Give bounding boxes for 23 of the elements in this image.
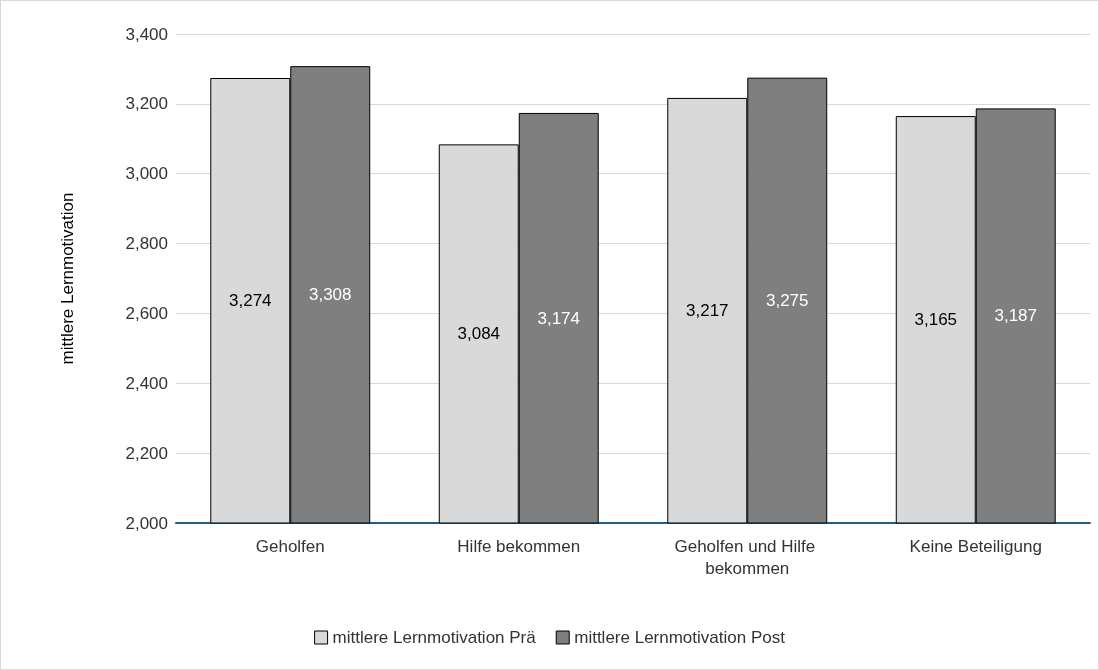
y-tick-label: 2,800 bbox=[125, 234, 168, 254]
y-tick-label: 2,000 bbox=[125, 513, 168, 533]
data-label: 3,187 bbox=[994, 306, 1038, 326]
y-tick-label: 3,400 bbox=[125, 24, 168, 44]
y-axis-title: mittlere Lernmotivation bbox=[58, 192, 77, 365]
y-tick-label: 3,200 bbox=[125, 94, 168, 114]
data-label: 3,165 bbox=[914, 310, 958, 330]
x-tick-label: Keine Beteiligung bbox=[909, 536, 1042, 556]
data-label: 3,217 bbox=[685, 301, 729, 321]
x-tick-label: Hilfe bekommen bbox=[457, 536, 581, 556]
legend-label: mittlere Lernmotivation Prä bbox=[332, 628, 537, 647]
x-tick-label: Geholfen bbox=[255, 536, 325, 556]
y-tick-label: 3,000 bbox=[125, 164, 168, 184]
y-tick-label: 2,600 bbox=[125, 303, 168, 323]
data-label: 3,274 bbox=[228, 291, 272, 311]
data-label: 3,174 bbox=[537, 308, 581, 328]
data-label: 3,084 bbox=[457, 324, 501, 344]
y-tick-label: 2,400 bbox=[125, 373, 168, 393]
y-tick-label: 2,200 bbox=[125, 443, 168, 463]
data-label: 3,275 bbox=[765, 291, 809, 311]
x-tick-label: Geholfen und Hilfe bekommen bbox=[674, 536, 821, 578]
data-label: 3,308 bbox=[308, 285, 352, 305]
legend-label: mittlere Lernmotivation Post bbox=[574, 628, 786, 647]
